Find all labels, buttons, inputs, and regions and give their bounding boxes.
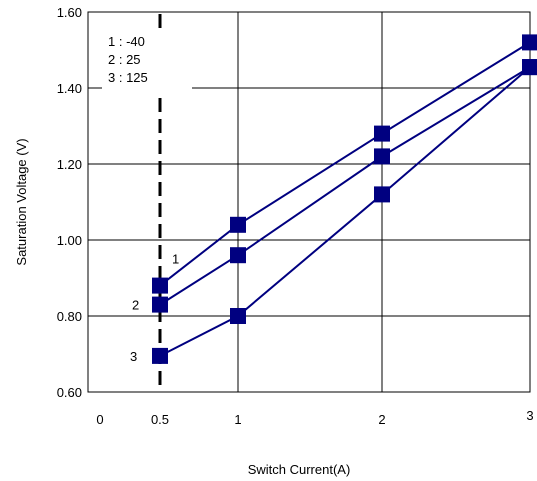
- legend: 1 : -40 2 : 25 3 : 125: [102, 28, 192, 92]
- series-3-point-2: [374, 186, 390, 203]
- x-tick-label-2: 1: [234, 412, 241, 427]
- series-3-point-3: [522, 59, 537, 76]
- series-lines: [159, 41, 531, 357]
- series-1-point-3: [522, 34, 537, 51]
- series-label-2: 2: [132, 298, 139, 313]
- y-tick-label-4: 1.40: [57, 81, 82, 96]
- y-tick-label-0: 0.60: [57, 385, 82, 400]
- y-axis-tick-labels: 0.60 0.80 1.00 1.20 1.40 1.60: [57, 5, 82, 400]
- x-tick-label-4: 3: [526, 408, 533, 423]
- y-tick-label-5: 1.60: [57, 5, 82, 20]
- series-1-line: [159, 41, 531, 287]
- series-2-point-2: [374, 148, 390, 165]
- series-2-line: [159, 66, 531, 306]
- legend-background: [102, 28, 192, 92]
- series-3-line: [159, 66, 531, 357]
- series-3-point-1: [230, 308, 246, 324]
- series-2-point-1: [230, 247, 246, 264]
- x-tick-label-3: 2: [378, 412, 385, 427]
- x-tick-label-0: 0: [96, 412, 103, 427]
- legend-entry-2: 2 : 25: [108, 52, 141, 67]
- series-label-3: 3: [130, 349, 137, 364]
- series-1-point-0: [152, 277, 168, 294]
- series-label-1: 1: [172, 252, 179, 267]
- series-labels: 1 2 3: [130, 252, 179, 364]
- series-2-point-0: [152, 296, 168, 313]
- y-tick-label-2: 1.00: [57, 233, 82, 248]
- legend-entry-3: 3 : 125: [108, 70, 148, 85]
- series-1-point-1: [230, 216, 246, 233]
- y-tick-label-3: 1.20: [57, 157, 82, 172]
- x-axis-tick-labels: 0 0.5 1 2 3: [96, 408, 533, 427]
- series-markers: [152, 34, 537, 364]
- y-tick-label-1: 0.80: [57, 309, 82, 324]
- series-3-point-0: [152, 347, 168, 364]
- x-tick-label-1: 0.5: [151, 412, 169, 427]
- y-axis-title: Saturation Voltage (V): [14, 138, 29, 265]
- x-axis-title: Switch Current(A): [248, 462, 351, 477]
- legend-entry-1: 1 : -40: [108, 34, 145, 49]
- series-1-point-2: [374, 125, 390, 142]
